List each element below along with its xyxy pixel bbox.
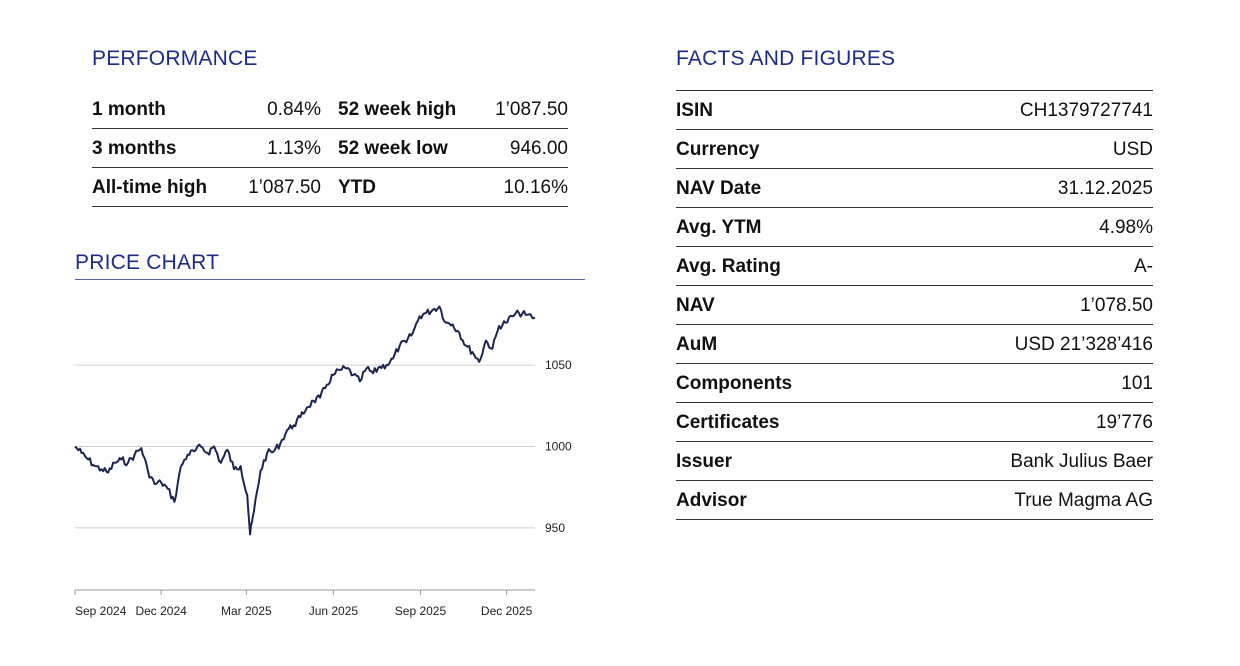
facts-value: 19’776	[1095, 412, 1153, 433]
facts-value: 31.12.2025	[1057, 178, 1153, 199]
performance-value: 0.84%	[267, 99, 321, 120]
facts-row: Components 101	[676, 364, 1153, 403]
facts-value: 4.98%	[1099, 217, 1153, 238]
performance-label: 52 week low	[338, 138, 448, 159]
facts-label: Advisor	[676, 490, 747, 511]
performance-label: 52 week high	[338, 99, 457, 120]
facts-value: 101	[1121, 373, 1153, 394]
performance-value: 1.13%	[267, 138, 321, 159]
x-tick-label: Jun 2025	[309, 604, 359, 618]
performance-label: 1 month	[92, 99, 166, 120]
facts-value: USD	[1112, 139, 1153, 160]
facts-row: NAV 1’078.50	[676, 286, 1153, 325]
facts-row: AuM USD 21’328’416	[676, 325, 1153, 364]
performance-label: YTD	[338, 177, 376, 198]
facts-label: Issuer	[676, 451, 732, 472]
chart-title-divider	[75, 279, 585, 280]
x-tick-label: Dec 2024	[135, 604, 187, 618]
performance-value: 10.16%	[503, 177, 568, 198]
performance-value: 1’087.50	[495, 99, 568, 120]
facts-value: A-	[1134, 256, 1153, 277]
performance-value: 1’087.50	[248, 177, 321, 198]
facts-label: Currency	[676, 139, 760, 160]
performance-row: All-time high 1’087.50 YTD 10.16%	[92, 168, 568, 207]
facts-title: FACTS AND FIGURES	[676, 47, 896, 70]
facts-label: Components	[676, 373, 793, 394]
facts-value: CH1379727741	[1019, 100, 1153, 121]
facts-row: Advisor True Magma AG	[676, 481, 1153, 520]
x-tick-label: Sep 2025	[395, 604, 447, 618]
performance-label: 3 months	[92, 138, 177, 159]
x-tick-label: Mar 2025	[221, 604, 272, 618]
facts-row: Issuer Bank Julius Baer	[676, 442, 1153, 481]
performance-title: PERFORMANCE	[92, 47, 258, 70]
performance-row: 1 month 0.84% 52 week high 1’087.50	[92, 90, 568, 129]
facts-row: Certificates 19’776	[676, 403, 1153, 442]
y-tick-label: 1000	[545, 440, 572, 454]
facts-value: 1’078.50	[1080, 295, 1153, 316]
performance-row: 3 months 1.13% 52 week low 946.00	[92, 129, 568, 168]
facts-label: Avg. Rating	[676, 256, 781, 277]
x-tick-label: Dec 2025	[481, 604, 533, 618]
price-chart-title: PRICE CHART	[75, 251, 220, 274]
x-tick-label: Sep 2024	[75, 604, 127, 618]
facts-row: Avg. Rating A-	[676, 247, 1153, 286]
facts-row: ISIN CH1379727741	[676, 91, 1153, 130]
facts-label: NAV Date	[676, 178, 762, 199]
performance-table: 1 month 0.84% 52 week high 1’087.50 3 mo…	[92, 90, 568, 207]
facts-table: ISIN CH1379727741 Currency USD NAV Date 31.…	[676, 90, 1153, 520]
price-series-line	[74, 305, 536, 536]
facts-row: Currency USD	[676, 130, 1153, 169]
facts-label: Certificates	[676, 412, 780, 433]
facts-label: NAV	[676, 295, 715, 316]
y-tick-label: 1050	[545, 358, 572, 372]
facts-value: Bank Julius Baer	[1010, 451, 1153, 472]
facts-label: ISIN	[676, 100, 713, 121]
y-tick-label: 950	[545, 521, 565, 535]
facts-label: AuM	[676, 334, 718, 355]
facts-value: USD 21’328’416	[1014, 334, 1153, 355]
facts-value: True Magma AG	[1014, 490, 1153, 511]
facts-row: Avg. YTM 4.98%	[676, 208, 1153, 247]
performance-label: All-time high	[92, 177, 208, 198]
performance-value: 946.00	[509, 138, 568, 159]
facts-row: NAV Date 31.12.2025	[676, 169, 1153, 208]
facts-label: Avg. YTM	[676, 217, 762, 238]
